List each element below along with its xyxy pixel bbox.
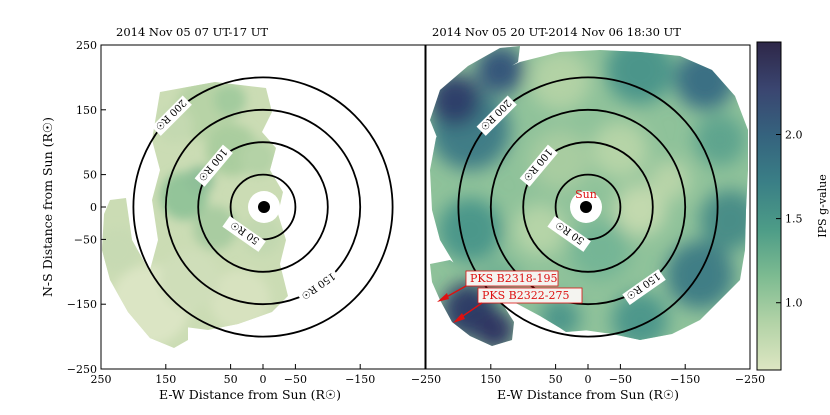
ring-label-background <box>622 269 666 305</box>
colorbar-ramp <box>756 41 782 371</box>
x-tick-label: −150 <box>670 373 700 386</box>
x-tick-label: 50 <box>549 373 563 386</box>
left-x-axis-label: E-W Distance from Sun (R☉) <box>159 387 341 402</box>
ring-label-background <box>547 216 591 252</box>
right-panel-title: 2014 Nov 05 20 UT-2014 Nov 06 18:30 UT <box>432 25 681 39</box>
left-panel-title: 2014 Nov 05 07 UT-17 UT <box>116 25 268 39</box>
x-tick-label: −50 <box>284 373 307 386</box>
y-tick-label: 150 <box>76 104 97 117</box>
x-tick-label: 0 <box>585 373 592 386</box>
y-tick-label: −150 <box>67 298 97 311</box>
x-tick-label: 150 <box>480 373 501 386</box>
y-tick-label: 250 <box>76 39 97 52</box>
left-sun-disk <box>258 201 270 213</box>
ring-label-background <box>519 144 558 187</box>
right-x-ticks: −250 150 50 0 −50 −150 −250 <box>411 364 765 386</box>
ring-label-background <box>476 95 517 136</box>
colorbar-ticks: 1.0 1.5 2.0 <box>776 129 803 310</box>
y-tick-label: 50 <box>83 169 97 182</box>
x-tick-label: −250 <box>735 373 765 386</box>
x-tick-label: 50 <box>224 373 238 386</box>
annotation-arrowhead <box>437 293 449 302</box>
right-sun-disk <box>580 201 592 213</box>
left-y-ticks: 250 150 50 0 −50 −150 −250 <box>67 39 106 376</box>
x-tick-label: 0 <box>260 373 267 386</box>
ring-label-background <box>222 216 266 252</box>
x-tick-label: 150 <box>155 373 176 386</box>
distance-ring <box>164 108 362 306</box>
ring-label-background <box>297 269 341 305</box>
sun-label: Sun <box>575 188 597 201</box>
right-distance-rings <box>457 76 719 338</box>
x-tick-label: 250 <box>91 373 112 386</box>
y-tick-label: −250 <box>67 363 97 376</box>
annotation-box <box>465 270 559 287</box>
left-x-ticks: 250 150 50 0 −50 −150 <box>91 364 375 386</box>
left-panel: 50 R☉100 R☉150 R☉200 R☉ 250 150 50 0 −50 −150… <box>40 25 426 402</box>
y-axis-label: N-S Distance from Sun (R☉) <box>40 117 55 297</box>
distance-ring <box>522 141 654 273</box>
distance-ring <box>489 108 687 306</box>
annotation-arrowhead <box>453 313 465 323</box>
right-x-axis-label: E-W Distance from Sun (R☉) <box>497 387 679 402</box>
ring-label-background <box>194 144 233 187</box>
y-tick-label: −50 <box>74 233 97 246</box>
annotation-pks-b2322-275: PKS B2322-275 <box>453 287 583 323</box>
x-tick-label: −50 <box>609 373 632 386</box>
annotation-pks-b2318-195: PKS B2318-195 <box>437 270 559 302</box>
ring-label-background <box>151 95 192 136</box>
colorbar-tick-label: 2.0 <box>785 129 803 142</box>
distance-ring <box>132 76 394 338</box>
x-tick-label: −250 <box>411 373 441 386</box>
annotation-text: PKS B2322-275 <box>482 289 569 302</box>
distance-ring <box>457 76 719 338</box>
annotation-box <box>477 287 583 304</box>
y-tick-label: 0 <box>90 201 97 214</box>
colorbar-tick-label: 1.0 <box>785 297 803 310</box>
distance-ring <box>197 141 329 273</box>
colorbar-tick-label: 1.5 <box>785 213 803 226</box>
annotation-text: PKS B2318-195 <box>470 272 557 285</box>
right-panel: 50 R☉100 R☉150 R☉200 R☉ −250 150 50 0 −50 −15… <box>411 25 765 402</box>
colorbar-label: IPS g-value <box>816 174 829 237</box>
colorbar: 1.0 1.5 2.0 IPS g-value <box>756 41 829 371</box>
x-tick-label: −150 <box>345 373 375 386</box>
